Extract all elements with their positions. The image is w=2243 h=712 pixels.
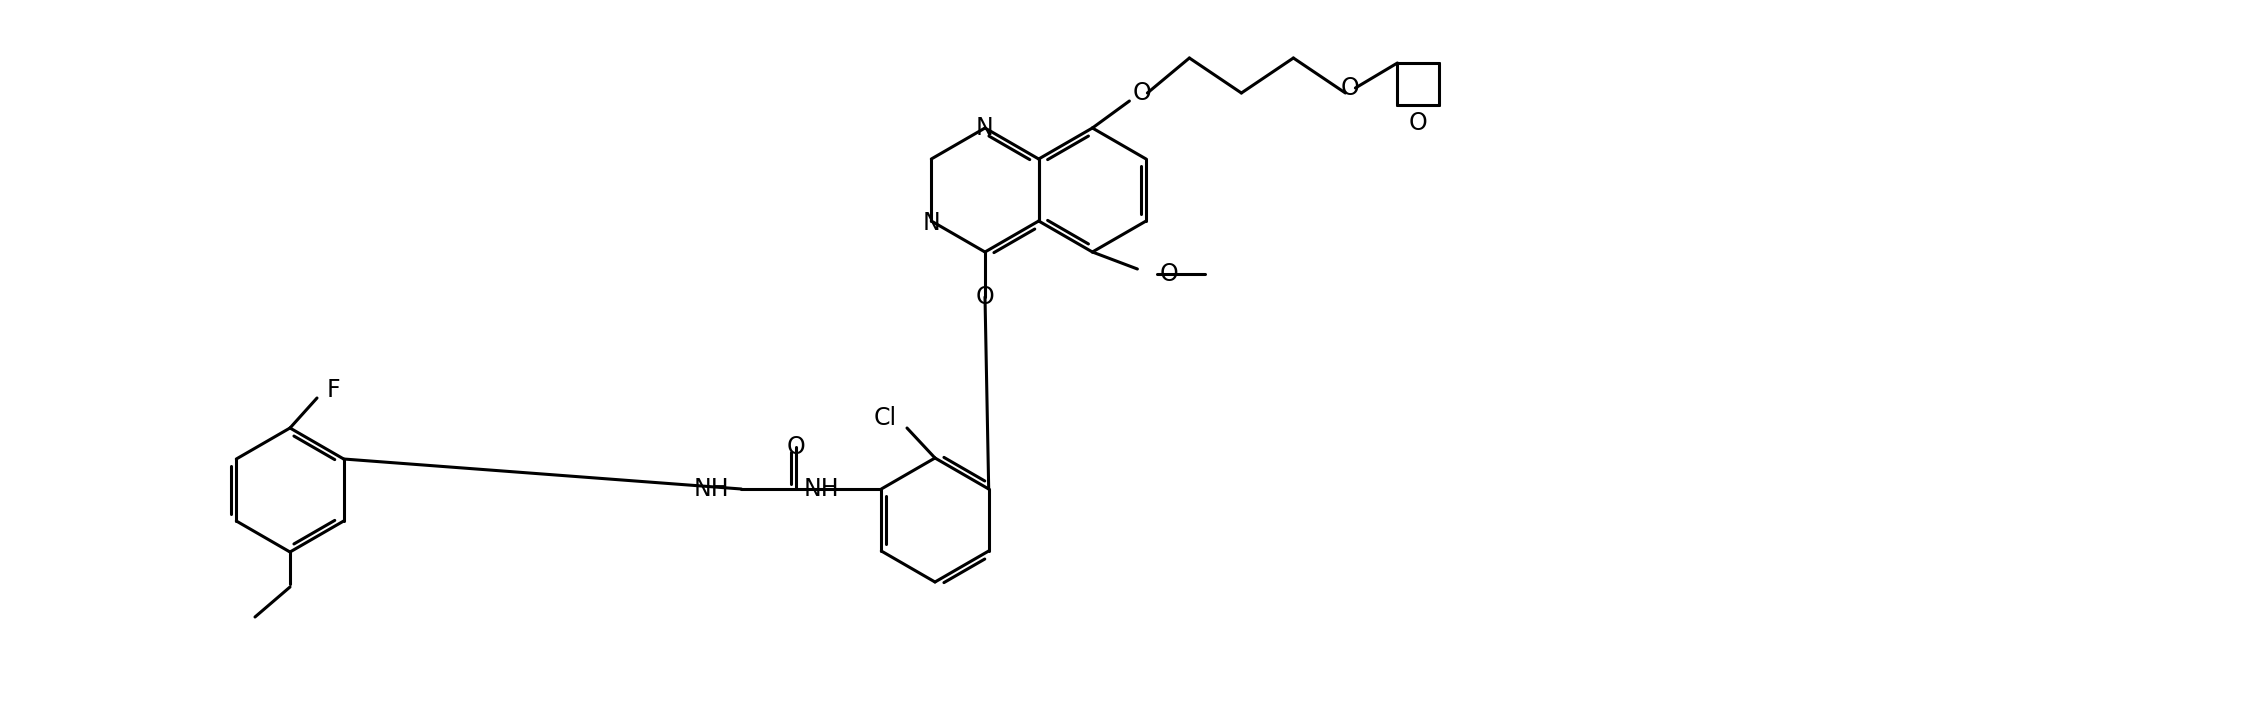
- Text: O: O: [787, 435, 805, 459]
- Text: O: O: [1409, 111, 1429, 135]
- Text: O: O: [1160, 262, 1180, 286]
- Text: O: O: [1133, 81, 1151, 105]
- Text: NH: NH: [693, 477, 729, 501]
- Text: F: F: [325, 378, 339, 402]
- Text: O: O: [976, 285, 994, 309]
- Text: NH: NH: [803, 477, 839, 501]
- Text: N: N: [922, 211, 940, 235]
- Text: N: N: [976, 116, 994, 140]
- Text: O: O: [1341, 76, 1359, 100]
- Text: Cl: Cl: [875, 406, 897, 430]
